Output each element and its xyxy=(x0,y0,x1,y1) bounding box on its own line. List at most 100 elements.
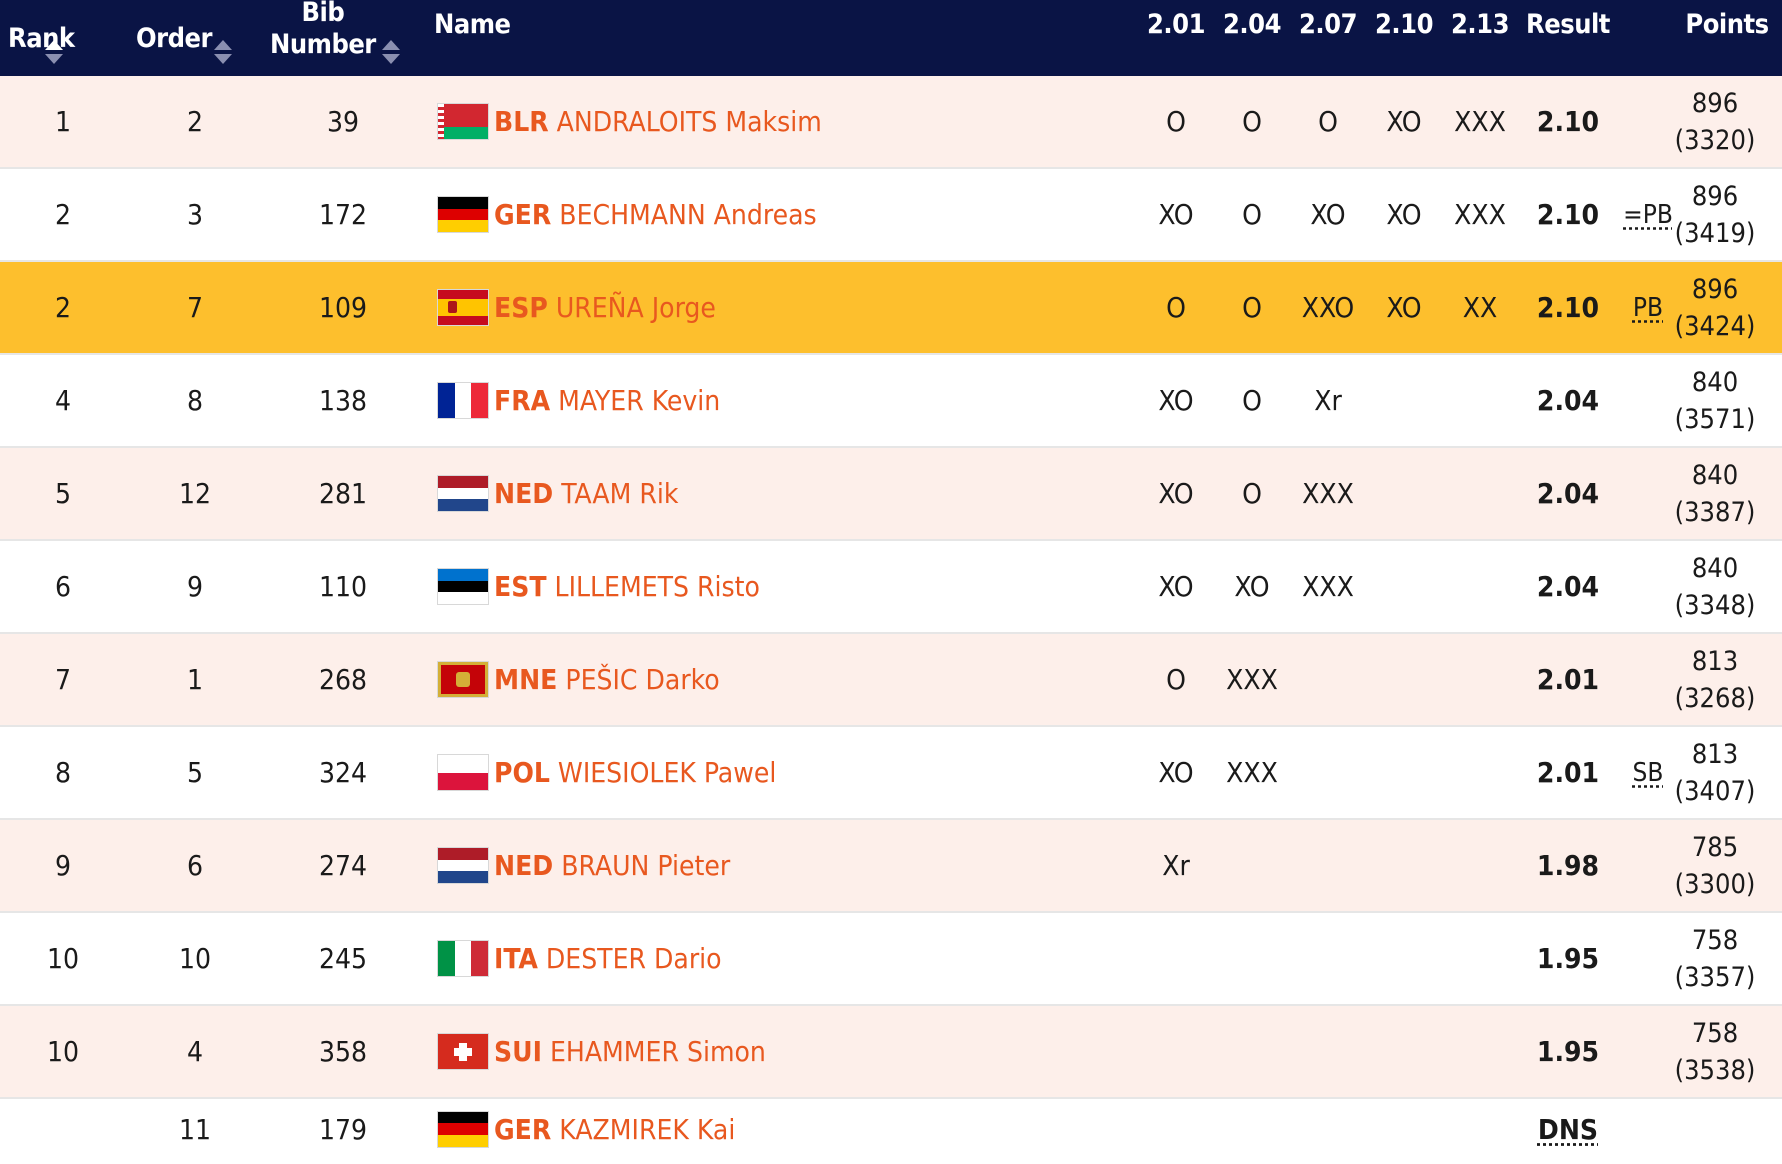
result-cell: 2.10 xyxy=(1536,291,1600,324)
athlete-name-link[interactable]: GER KAZMIREK Kai xyxy=(438,1099,735,1159)
country-code: SUI xyxy=(494,1035,542,1068)
points-cell: 896 (3419) xyxy=(1660,169,1770,260)
rank-column-header[interactable]: Rank xyxy=(8,0,108,76)
rank-cell: 8 xyxy=(54,756,72,789)
table-row[interactable]: 8 5 324 POL WIESIOLEK Pawel XO XXX 2.01 SB 813 (34… xyxy=(0,727,1782,820)
attempt-cell xyxy=(1290,1099,1366,1159)
attempt-cell xyxy=(1366,1099,1442,1159)
points-total: (3357) xyxy=(1674,961,1756,993)
athlete-name-link[interactable]: NED BRAUN Pieter xyxy=(438,820,730,911)
attempt-cell xyxy=(1366,355,1442,446)
esp-flag-icon xyxy=(438,290,488,325)
points-value: 896 xyxy=(1691,180,1739,212)
attempt-cell: O xyxy=(1242,291,1262,324)
table-row[interactable]: 5 12 281 NED TAAM Rik XO O XXX 2.04 840 (3387) xyxy=(0,448,1782,541)
points-total: (3268) xyxy=(1674,682,1756,714)
attempt-cell xyxy=(1442,1099,1518,1159)
points-total: (3320) xyxy=(1674,124,1756,156)
order-column-header[interactable]: Order xyxy=(136,0,246,76)
attempt-cell: O xyxy=(1242,105,1262,138)
bib-cell: 39 xyxy=(326,105,360,138)
country-code: FRA xyxy=(494,384,551,417)
blr-flag-icon xyxy=(438,104,488,139)
rank-cell: 7 xyxy=(54,663,72,696)
table-row[interactable]: 10 4 358 SUI EHAMMER Simon 1.95 758 (3538) xyxy=(0,1006,1782,1099)
athlete-name-link[interactable]: BLR ANDRALOITS Maksim xyxy=(438,76,822,167)
sort-asc-icon[interactable] xyxy=(44,38,63,66)
attempt-cell: XO xyxy=(1310,198,1346,231)
points-cell: 840 (3571) xyxy=(1660,355,1770,446)
athlete-name-link[interactable]: EST LILLEMETS Risto xyxy=(438,541,760,632)
est-flag-icon xyxy=(438,569,488,604)
athlete-name-link[interactable]: NED TAAM Rik xyxy=(438,448,678,539)
points-total: (3348) xyxy=(1674,589,1756,621)
result-cell: 2.04 xyxy=(1536,570,1600,603)
record-note[interactable]: PB xyxy=(1632,292,1664,323)
attempt-cell xyxy=(1366,1006,1442,1097)
table-row[interactable]: 6 9 110 EST LILLEMETS Risto XO XO XXX 2.04 840 (33… xyxy=(0,541,1782,634)
points-value: 758 xyxy=(1691,1017,1739,1049)
attempt-cell: XXO xyxy=(1301,291,1355,324)
athlete-name-link[interactable]: SUI EHAMMER Simon xyxy=(438,1006,766,1097)
result-cell: 1.95 xyxy=(1536,1035,1600,1068)
athlete-name: DESTER Dario xyxy=(545,942,722,975)
attempt-cell xyxy=(1366,820,1442,911)
points-cell xyxy=(1660,1099,1770,1159)
athlete-name-link[interactable]: GER BECHMANN Andreas xyxy=(438,169,817,260)
athlete-name-link[interactable]: ITA DESTER Dario xyxy=(438,913,722,1004)
record-note[interactable]: SB xyxy=(1632,757,1664,788)
table-row[interactable]: 2 7 109 ESP UREÑA Jorge O O XXO XO XX 2.10 PB 896 (34… xyxy=(0,262,1782,355)
order-cell: 1 xyxy=(186,663,204,696)
athlete-name: WIESIOLEK Pawel xyxy=(557,756,777,789)
athlete-name-link[interactable]: MNE PEŠIC Darko xyxy=(438,634,720,725)
order-cell: 11 xyxy=(178,1112,212,1146)
attempt-cell: O xyxy=(1166,105,1186,138)
attempt-cell xyxy=(1214,1099,1290,1159)
athlete-name-link[interactable]: FRA MAYER Kevin xyxy=(438,355,720,446)
points-value: 896 xyxy=(1691,87,1739,119)
attempt-cell: XO xyxy=(1386,198,1422,231)
table-row[interactable]: 1 2 39 BLR ANDRALOITS Maksim O O O XO XXX 2.10 896 (… xyxy=(0,76,1782,169)
order-cell: 10 xyxy=(178,942,212,975)
table-row[interactable]: 4 8 138 FRA MAYER Kevin XO O Xr 2.04 840 (3571) xyxy=(0,355,1782,448)
table-row[interactable]: 11 179 GER KAZMIREK Kai DNS xyxy=(0,1099,1782,1159)
table-row[interactable]: 7 1 268 MNE PEŠIC Darko O XXX 2.01 813 (3268) xyxy=(0,634,1782,727)
athlete-name-link[interactable]: ESP UREÑA Jorge xyxy=(438,262,716,353)
attempt-cell xyxy=(1442,727,1518,818)
attempt-cell xyxy=(1442,541,1518,632)
order-cell: 6 xyxy=(186,849,204,882)
country-code: NED xyxy=(494,849,554,882)
points-cell: 840 (3387) xyxy=(1660,448,1770,539)
sort-icon[interactable] xyxy=(213,38,232,66)
attempt-cell: XO xyxy=(1234,570,1270,603)
table-row[interactable]: 9 6 274 NED BRAUN Pieter Xr 1.98 785 (3300) xyxy=(0,820,1782,913)
athlete-name: BECHMANN Andreas xyxy=(559,198,817,231)
points-cell: 758 (3357) xyxy=(1660,913,1770,1004)
result-cell: 1.95 xyxy=(1536,942,1600,975)
ned-flag-icon xyxy=(438,476,488,511)
attempt-cell xyxy=(1138,1006,1214,1097)
rank-cell: 2 xyxy=(54,198,72,231)
attempt-cell xyxy=(1442,1006,1518,1097)
order-cell: 4 xyxy=(186,1035,204,1068)
points-value: 840 xyxy=(1691,459,1739,491)
sort-icon[interactable] xyxy=(381,38,400,66)
points-column-header: Points xyxy=(1672,0,1782,76)
order-cell: 7 xyxy=(186,291,204,324)
record-note[interactable]: =PB xyxy=(1623,199,1673,230)
athlete-name-link[interactable]: POL WIESIOLEK Pawel xyxy=(438,727,776,818)
points-cell: 896 (3320) xyxy=(1660,76,1770,167)
bib-cell: 172 xyxy=(318,198,368,231)
attempt-cell: XO xyxy=(1386,291,1422,324)
athlete-name: MAYER Kevin xyxy=(558,384,721,417)
country-code: ESP xyxy=(494,291,548,324)
points-value: 758 xyxy=(1691,924,1739,956)
table-row[interactable]: 2 3 172 GER BECHMANN Andreas XO O XO XO XXX 2.10 =P… xyxy=(0,169,1782,262)
bib-column-header[interactable]: Bib Number xyxy=(270,0,400,76)
points-value: 785 xyxy=(1691,831,1739,863)
result-cell: 2.01 xyxy=(1536,756,1600,789)
bib-cell: 179 xyxy=(318,1112,368,1146)
country-code: MNE xyxy=(494,663,558,696)
table-row[interactable]: 10 10 245 ITA DESTER Dario 1.95 758 (3357) xyxy=(0,913,1782,1006)
country-code: EST xyxy=(494,570,547,603)
